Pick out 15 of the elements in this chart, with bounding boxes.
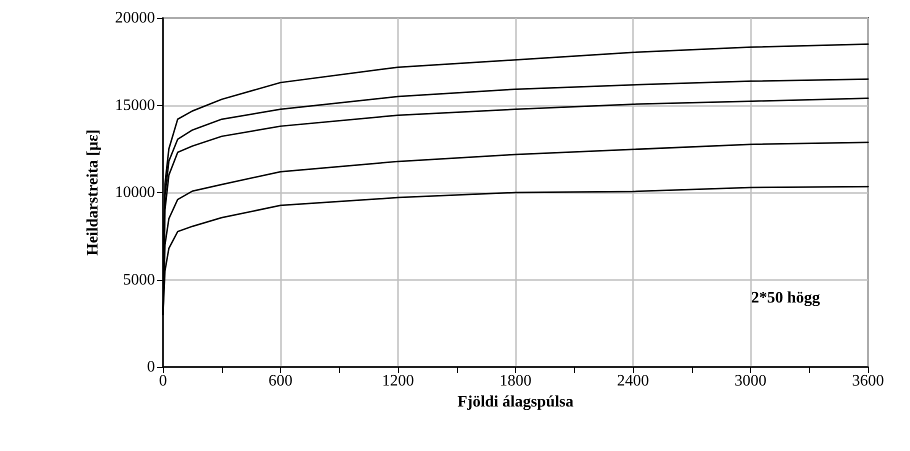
- annotation: 2*50 högg: [751, 290, 820, 306]
- x-tick-label: 600: [268, 372, 292, 390]
- y-tick-label: 20000: [115, 10, 155, 26]
- x-tick-label: 0: [159, 372, 167, 390]
- x-axis-title: Fjöldi álagspúlsa: [457, 393, 574, 410]
- y-axis-title: Heildarstreita [με]: [84, 129, 102, 256]
- y-tick-label: 10000: [115, 184, 155, 201]
- x-tick-label: 1200: [382, 372, 414, 390]
- x-tick-label: 3000: [734, 372, 766, 390]
- y-tick-label: 15000: [115, 96, 155, 114]
- x-tick-label: 2400: [617, 372, 649, 390]
- y-tick-label: 0: [147, 358, 155, 376]
- x-tick-label: 1800: [500, 372, 532, 390]
- x-tick-label: 3600: [852, 372, 884, 390]
- y-tick-label: 5000: [123, 271, 155, 288]
